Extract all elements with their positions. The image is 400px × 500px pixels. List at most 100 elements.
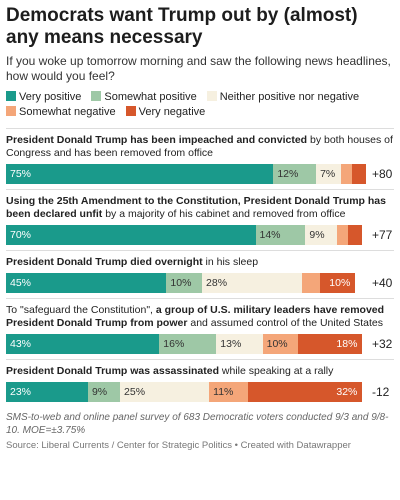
row: Using the 25th Amendment to the Constitu…	[6, 189, 394, 250]
value-label: 23%	[10, 386, 32, 398]
value-label: 14%	[259, 229, 281, 241]
value-label: 10%	[170, 277, 192, 289]
value-label: 7%	[320, 168, 336, 180]
value-label: 45%	[10, 277, 32, 289]
legend: Very positive Somewhat positive Neither po…	[6, 90, 394, 120]
bar-segment: 32%	[248, 382, 363, 402]
value-label: 9%	[309, 229, 325, 241]
row-label-part: President Donald Trump died overnight	[6, 256, 203, 268]
bar-segment: 7%	[316, 164, 342, 184]
bar-line: 43% 16% 13% 10% 18% +32	[6, 334, 394, 354]
legend-item: Somewhat positive	[91, 90, 197, 105]
bar-segment: 10%	[262, 334, 299, 354]
bar-segment: 10%	[166, 273, 203, 293]
value-label: 32%	[336, 386, 358, 398]
row-label-part: Using the 25th Amendment to the Constitu…	[6, 195, 386, 220]
value-label: 16%	[163, 338, 185, 350]
note: SMS-to-web and online panel survey of 68…	[6, 412, 389, 436]
value-label: 10%	[266, 338, 288, 350]
legend-swatch	[6, 91, 16, 101]
bar-segment	[348, 225, 363, 245]
bar: 43% 16% 13% 10% 18%	[6, 334, 366, 354]
legend-item: Somewhat negative	[6, 105, 116, 120]
bar-segment: 23%	[6, 382, 88, 402]
legend-item: Neither positive nor negative	[206, 90, 360, 105]
bar-line: 75% 12% 7% +80	[6, 164, 394, 184]
chart-title: Democrats want Trump out by (almost) any…	[6, 5, 358, 48]
legend-label: Neither positive nor negative	[219, 91, 360, 103]
row-label-part: a group of U.S. military leaders have re…	[6, 304, 385, 329]
row-label: President Donald Trump has been impeache…	[6, 134, 394, 160]
value-label: 12%	[277, 168, 299, 180]
bar-segment: 11%	[209, 382, 249, 402]
net-label: +77	[372, 228, 393, 242]
bar-segment: 18%	[298, 334, 363, 354]
value-label: 25%	[124, 386, 146, 398]
row: President Donald Trump has been impeache…	[6, 128, 394, 189]
legend-label: Somewhat negative	[19, 106, 116, 118]
net-label: +40	[372, 276, 393, 290]
bar: 45% 10% 28% 10%	[6, 273, 366, 293]
bar: 75% 12% 7%	[6, 164, 366, 184]
row-label-part: while speaking at a rally	[219, 365, 334, 377]
value-label: 28%	[206, 277, 228, 289]
row-label-part: To "safeguard the Constitution",	[6, 304, 156, 316]
value-label: 9%	[91, 386, 108, 398]
bar-segment: 28%	[202, 273, 302, 293]
row-label: To "safeguard the Constitution", a group…	[6, 304, 394, 330]
legend-label: Somewhat positive	[104, 91, 197, 103]
row-label-part: in his sleep	[202, 256, 259, 268]
bar-segment	[301, 273, 320, 293]
legend-swatch	[206, 91, 217, 101]
bar-segment: 9%	[87, 382, 121, 402]
net-label: -12	[372, 385, 390, 399]
value-label: 43%	[10, 338, 32, 350]
legend-swatch	[91, 91, 102, 101]
bar-line: 45% 10% 28% 10% +40	[6, 273, 394, 293]
bar-segment: 10%	[319, 273, 356, 293]
bar: 23% 9% 25% 11% 32%	[6, 382, 366, 402]
subtitle: If you woke up tomorrow morning and saw …	[6, 54, 391, 83]
bar: 70% 14% 9%	[6, 225, 366, 245]
row-label: President Donald Trump was assassinated …	[6, 365, 394, 378]
value-label: 13%	[220, 338, 242, 350]
bar-segment: 9%	[305, 225, 338, 245]
row-label-part: President Donald Trump has been impeache…	[6, 134, 308, 146]
legend-swatch	[125, 106, 136, 116]
row-label-part: by a majority of his cabinet and removed…	[102, 208, 346, 220]
bar-segment: 13%	[216, 334, 263, 354]
value-label: 18%	[336, 338, 358, 350]
row-label: President Donald Trump died overnight in…	[6, 256, 394, 269]
bar-line: 23% 9% 25% 11% 32% -12	[6, 382, 394, 402]
source: Source: Liberal Currents / Center for St…	[6, 440, 351, 451]
bar-line: 70% 14% 9% +77	[6, 225, 394, 245]
bar-segment	[341, 164, 352, 184]
net-label: +32	[372, 337, 393, 351]
bar-segment: 43%	[6, 334, 160, 354]
row: President Donald Trump was assassinated …	[6, 359, 394, 407]
value-label: 70%	[10, 229, 32, 241]
legend-label: Very positive	[19, 91, 82, 103]
bar-segment: 16%	[159, 334, 217, 354]
row: President Donald Trump died overnight in…	[6, 250, 394, 298]
bar-segment: 75%	[6, 164, 274, 184]
bar-segment: 12%	[273, 164, 317, 184]
bar-segment: 70%	[6, 225, 256, 245]
row: To "safeguard the Constitution", a group…	[6, 298, 394, 359]
row-label-part: and assumed control of the United States	[187, 317, 383, 329]
legend-swatch	[6, 106, 16, 116]
row-label-part: President Donald Trump was assassinated	[6, 365, 219, 377]
bars: President Donald Trump has been impeache…	[6, 128, 394, 407]
value-label: 10%	[329, 277, 351, 289]
bar-segment	[351, 164, 366, 184]
row-label-part: by both houses of Congress and has been …	[6, 134, 393, 159]
legend-item: Very positive	[6, 90, 81, 105]
bar-segment: 25%	[120, 382, 210, 402]
legend-item: Very negative	[125, 105, 206, 120]
legend-label: Very negative	[138, 106, 206, 118]
bar-segment: 14%	[255, 225, 306, 245]
bar-segment	[337, 225, 349, 245]
value-label: 11%	[213, 386, 234, 398]
net-label: +80	[372, 167, 393, 181]
